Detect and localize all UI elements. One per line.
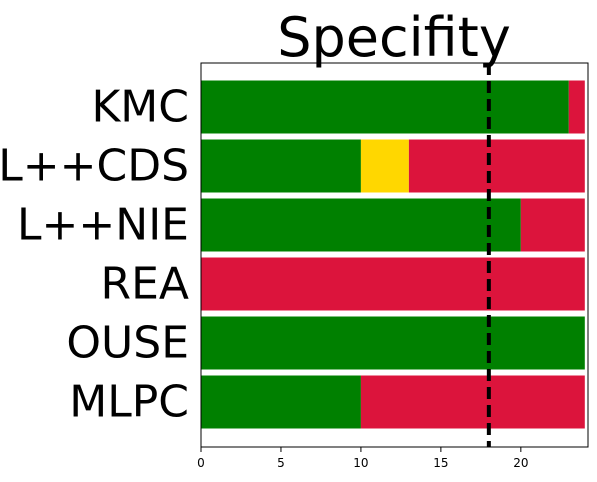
bar-segment bbox=[201, 257, 585, 311]
x-tick-label: 5 bbox=[277, 456, 285, 470]
bar-segment bbox=[568, 80, 585, 134]
chart-title: Specifity bbox=[277, 6, 511, 69]
category-label: KMC bbox=[91, 82, 189, 133]
category-label: REA bbox=[101, 259, 189, 310]
bar-segment bbox=[360, 139, 409, 193]
plot-frame bbox=[200, 62, 589, 448]
plot-area: KMC L++CDS L++NIE REA OUSE MLPC 0 5 10 15 20 bbox=[0, 63, 585, 470]
bar-segment bbox=[520, 198, 585, 252]
x-tick-label: 15 bbox=[433, 456, 448, 470]
bar-segment bbox=[408, 139, 585, 193]
category-label: MLPC bbox=[69, 377, 189, 428]
x-tick-label: 10 bbox=[353, 456, 368, 470]
x-tick-label: 20 bbox=[513, 456, 528, 470]
bar-segment bbox=[360, 375, 585, 429]
category-label: L++CDS bbox=[0, 141, 189, 192]
bar-segment bbox=[201, 375, 361, 429]
bar-segment bbox=[201, 80, 569, 134]
bar-segment bbox=[201, 198, 521, 252]
x-tick-label: 0 bbox=[197, 456, 205, 470]
bar-segment bbox=[201, 139, 361, 193]
category-label: L++NIE bbox=[17, 200, 189, 251]
category-label: OUSE bbox=[66, 318, 189, 369]
bar-segment bbox=[201, 316, 585, 370]
